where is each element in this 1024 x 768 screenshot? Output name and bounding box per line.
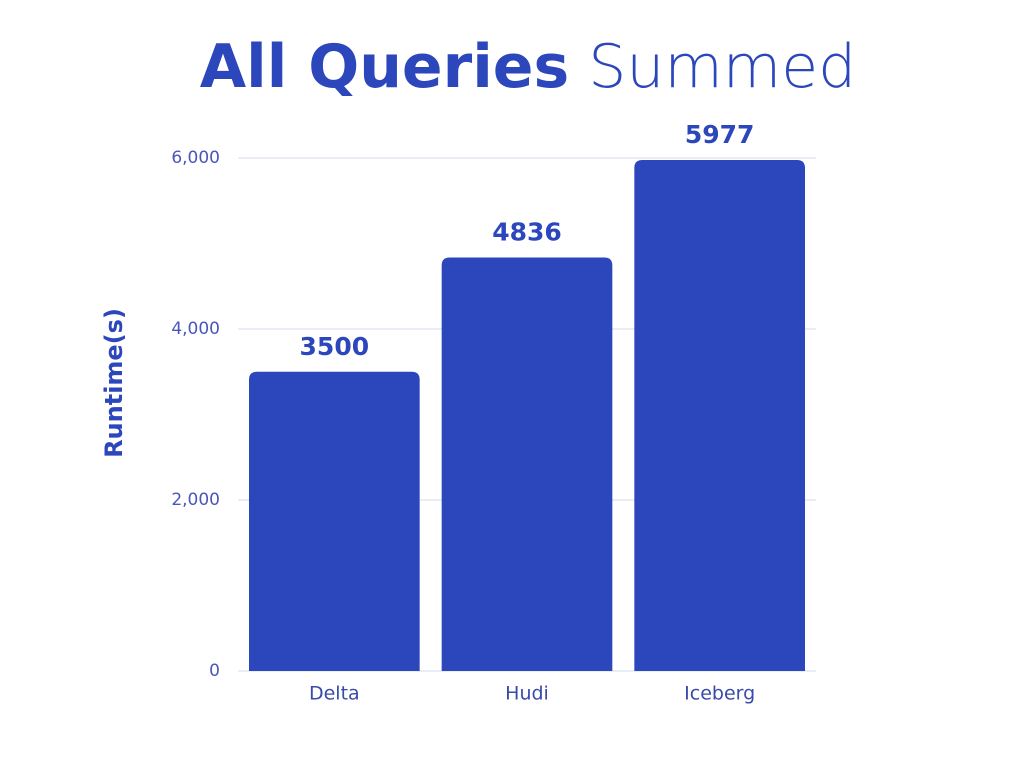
bar [441,257,613,671]
bar [249,371,420,671]
title-light: Summed [588,32,856,102]
title-bold: All Queries [200,32,569,102]
chart-title: All Queries Summed [200,32,857,102]
y-tick-label: 0 [209,661,220,681]
x-tick-label: Delta [309,683,360,705]
data-label: 4836 [492,218,562,247]
bar [634,159,805,672]
data-label: 5977 [685,120,755,149]
y-tick-label: 2,000 [171,490,220,510]
data-label: 3500 [300,332,370,361]
x-tick-label: Iceberg [684,683,755,705]
y-tick-label: 4,000 [171,319,220,339]
y-axis-label: Runtime(s) [100,308,128,458]
y-tick-label: 6,000 [171,148,220,168]
x-tick-label: Hudi [505,683,549,705]
